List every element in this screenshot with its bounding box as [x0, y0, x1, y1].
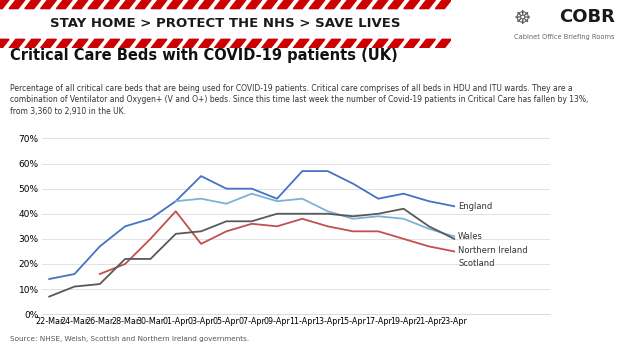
Polygon shape	[167, 39, 183, 48]
Polygon shape	[435, 0, 451, 9]
Polygon shape	[136, 39, 151, 48]
Polygon shape	[451, 0, 467, 9]
Text: Critical Care Beds with COVID-19 patients (UK): Critical Care Beds with COVID-19 patient…	[10, 48, 397, 63]
Polygon shape	[467, 0, 483, 9]
Polygon shape	[262, 0, 278, 9]
Polygon shape	[183, 0, 198, 9]
Polygon shape	[293, 0, 309, 9]
Polygon shape	[88, 0, 104, 9]
Polygon shape	[214, 0, 230, 9]
Text: Northern Ireland: Northern Ireland	[458, 246, 527, 255]
Polygon shape	[25, 39, 40, 48]
Polygon shape	[246, 39, 262, 48]
Polygon shape	[309, 0, 325, 9]
Text: Percentage of all critical care beds that are being used for COVID-19 patients. : Percentage of all critical care beds tha…	[10, 84, 588, 116]
Polygon shape	[230, 39, 246, 48]
Polygon shape	[167, 0, 183, 9]
Polygon shape	[230, 0, 246, 9]
Polygon shape	[9, 39, 25, 48]
Polygon shape	[435, 39, 451, 48]
Polygon shape	[340, 0, 356, 9]
Polygon shape	[404, 39, 420, 48]
Polygon shape	[404, 0, 420, 9]
Polygon shape	[88, 39, 104, 48]
Polygon shape	[388, 0, 404, 9]
Polygon shape	[467, 39, 483, 48]
Polygon shape	[451, 39, 467, 48]
Text: Source: NHSE, Welsh, Scottish and Northern Ireland governments.: Source: NHSE, Welsh, Scottish and Northe…	[10, 336, 249, 342]
Polygon shape	[293, 39, 309, 48]
Polygon shape	[56, 0, 72, 9]
Polygon shape	[278, 39, 293, 48]
Polygon shape	[56, 39, 72, 48]
Polygon shape	[309, 39, 325, 48]
Polygon shape	[372, 39, 388, 48]
Polygon shape	[120, 39, 136, 48]
Polygon shape	[183, 39, 198, 48]
Text: Scotland: Scotland	[458, 260, 495, 268]
Polygon shape	[340, 39, 356, 48]
Polygon shape	[0, 39, 9, 48]
Text: Wales: Wales	[458, 232, 483, 241]
Polygon shape	[40, 39, 56, 48]
Polygon shape	[246, 0, 262, 9]
Polygon shape	[356, 39, 372, 48]
Polygon shape	[420, 0, 435, 9]
Polygon shape	[325, 0, 340, 9]
Polygon shape	[40, 0, 56, 9]
Text: Cabinet Office Briefing Rooms: Cabinet Office Briefing Rooms	[514, 34, 615, 40]
Polygon shape	[198, 0, 214, 9]
Polygon shape	[136, 0, 151, 9]
Polygon shape	[120, 0, 136, 9]
Polygon shape	[356, 0, 372, 9]
Polygon shape	[151, 39, 167, 48]
Text: STAY HOME > PROTECT THE NHS > SAVE LIVES: STAY HOME > PROTECT THE NHS > SAVE LIVES	[51, 17, 401, 31]
Polygon shape	[198, 39, 214, 48]
Polygon shape	[9, 0, 25, 9]
Polygon shape	[278, 0, 293, 9]
Polygon shape	[214, 39, 230, 48]
Polygon shape	[104, 39, 120, 48]
Text: England: England	[458, 202, 492, 211]
Polygon shape	[388, 39, 404, 48]
Polygon shape	[325, 39, 340, 48]
Polygon shape	[420, 39, 435, 48]
Polygon shape	[72, 0, 88, 9]
Polygon shape	[0, 0, 9, 9]
Polygon shape	[104, 0, 120, 9]
Polygon shape	[372, 0, 388, 9]
Polygon shape	[262, 39, 278, 48]
Polygon shape	[72, 39, 88, 48]
Text: COBR: COBR	[559, 8, 615, 26]
Polygon shape	[25, 0, 40, 9]
Polygon shape	[151, 0, 167, 9]
Text: ☸: ☸	[514, 9, 532, 28]
